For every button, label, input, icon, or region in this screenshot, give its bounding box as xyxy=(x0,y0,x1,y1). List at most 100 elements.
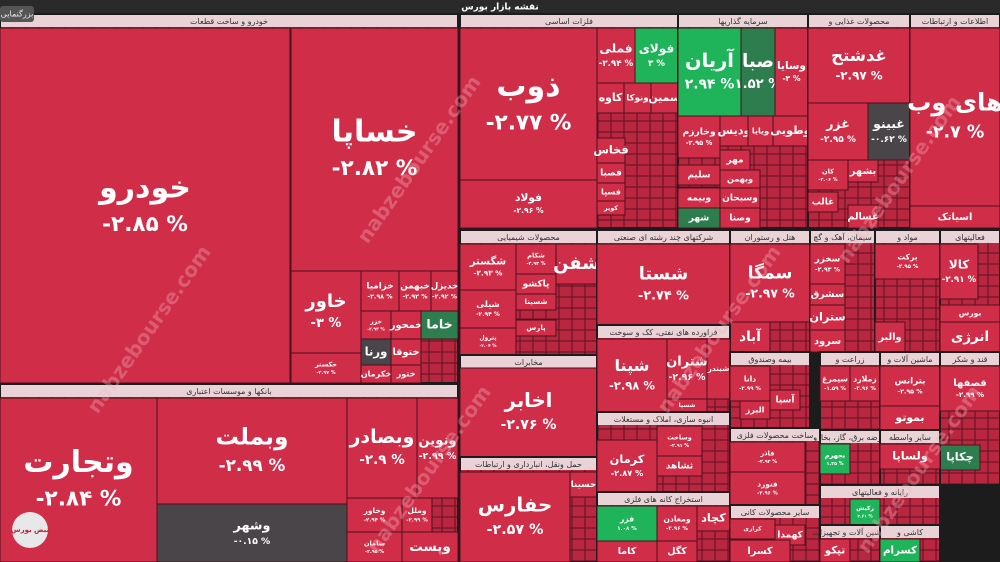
tile[interactable] xyxy=(909,27,1000,207)
tile[interactable] xyxy=(729,539,791,562)
tile[interactable] xyxy=(634,27,679,84)
tile-change: -۲.۹۵ % xyxy=(820,135,856,145)
tile[interactable] xyxy=(739,400,771,420)
tile-name: غسالم xyxy=(847,212,878,223)
tile[interactable] xyxy=(656,455,703,477)
tile-name: قصفها xyxy=(953,378,987,389)
tile-change: -۲.۹۳ % xyxy=(758,459,777,465)
tile[interactable] xyxy=(515,293,557,311)
tile-name: وساخت xyxy=(667,433,692,441)
tile[interactable] xyxy=(729,441,806,473)
tile[interactable] xyxy=(290,27,459,272)
tile[interactable] xyxy=(819,365,851,402)
tile[interactable] xyxy=(360,270,400,312)
tile[interactable] xyxy=(459,179,598,229)
tile[interactable] xyxy=(656,425,703,457)
tile-name: های وب xyxy=(907,89,1000,117)
tile[interactable] xyxy=(360,310,392,340)
sector-name: زراعت و xyxy=(835,355,865,364)
tile[interactable] xyxy=(939,365,1000,412)
tile[interactable] xyxy=(555,243,598,285)
tile-change: -۲.۹۸ % xyxy=(367,294,393,301)
tile[interactable] xyxy=(847,204,879,229)
tile[interactable] xyxy=(515,319,557,337)
tile[interactable] xyxy=(596,439,658,493)
tile[interactable] xyxy=(459,367,598,458)
tile[interactable] xyxy=(807,102,869,161)
tile[interactable] xyxy=(819,538,851,562)
tile[interactable] xyxy=(740,27,776,117)
tile[interactable] xyxy=(290,352,362,384)
tile[interactable] xyxy=(807,191,839,213)
tile-change: -۲.۹۹ % xyxy=(406,517,428,523)
tile[interactable] xyxy=(656,540,698,562)
zoom-button[interactable] xyxy=(0,6,34,22)
sector-name: خودرو و ساخت قطعات xyxy=(190,17,268,26)
tile[interactable] xyxy=(401,531,459,562)
tile[interactable] xyxy=(677,115,721,159)
tile[interactable] xyxy=(772,115,809,147)
tile[interactable] xyxy=(390,338,422,366)
sector-name: قند و شکر xyxy=(952,355,988,364)
tile[interactable] xyxy=(459,27,598,181)
tile[interactable] xyxy=(596,27,636,84)
tile[interactable] xyxy=(729,365,771,402)
tile[interactable] xyxy=(809,304,846,331)
tile[interactable] xyxy=(677,27,742,117)
tile[interactable] xyxy=(909,205,1000,229)
tile[interactable] xyxy=(769,389,801,411)
zoom-label[interactable]: بزرگنمایی xyxy=(1,9,34,19)
tile[interactable] xyxy=(596,82,625,114)
tile[interactable] xyxy=(416,397,459,499)
tile[interactable] xyxy=(459,289,517,329)
tile-change: ۲.۶۱ % xyxy=(857,513,873,519)
tile[interactable] xyxy=(729,471,806,506)
tile[interactable] xyxy=(420,310,459,340)
tile[interactable] xyxy=(819,443,851,475)
sector: زراعت و سیمرغ -۱.۵۹ % زملارد -۲.۹۶ % xyxy=(819,351,881,431)
tile[interactable] xyxy=(596,200,626,216)
tile[interactable] xyxy=(874,243,941,280)
tile[interactable] xyxy=(459,471,571,562)
tile-name: کرمان xyxy=(610,452,645,466)
tile[interactable] xyxy=(809,243,846,285)
tile[interactable] xyxy=(596,505,658,542)
tile[interactable] xyxy=(650,82,679,114)
tile[interactable] xyxy=(290,270,362,354)
tile[interactable] xyxy=(430,270,459,312)
tile[interactable] xyxy=(807,27,911,104)
tile[interactable] xyxy=(0,27,291,384)
tile[interactable] xyxy=(867,102,911,161)
tile-name: فولای xyxy=(639,41,675,56)
sector-name: رایانه و فعالیتهای xyxy=(852,488,908,497)
tile-name: ثشاهد xyxy=(666,462,693,472)
tile[interactable] xyxy=(879,443,941,470)
tile[interactable] xyxy=(569,471,598,498)
sector-name: مخابرات xyxy=(514,358,542,367)
tile[interactable] xyxy=(719,207,761,229)
tile[interactable] xyxy=(515,243,557,275)
tile[interactable] xyxy=(346,397,418,499)
sector: انبوه سازی، املاک و مستغلات کرمان -۲.۸۷ % و… xyxy=(596,411,731,493)
tile-name: وبهمن xyxy=(727,174,753,185)
tile[interactable] xyxy=(656,505,698,542)
sector-header xyxy=(598,326,729,338)
tile[interactable] xyxy=(879,365,941,407)
tile[interactable] xyxy=(719,115,749,147)
tile[interactable] xyxy=(879,538,921,562)
tile-name: سمگا xyxy=(748,263,793,284)
sector-name: ساخت محصولات فلزی xyxy=(737,431,814,440)
tile[interactable] xyxy=(156,397,348,505)
tile[interactable] xyxy=(939,243,979,300)
tile[interactable] xyxy=(807,159,849,191)
tile[interactable] xyxy=(390,310,422,340)
tile[interactable] xyxy=(401,497,433,533)
tile[interactable] xyxy=(346,531,403,562)
tile[interactable] xyxy=(623,82,652,114)
tile[interactable] xyxy=(874,321,906,353)
tile[interactable] xyxy=(346,497,403,533)
tile[interactable] xyxy=(847,159,879,183)
tile[interactable] xyxy=(849,365,881,402)
tile-name: ونوکا xyxy=(626,94,648,104)
